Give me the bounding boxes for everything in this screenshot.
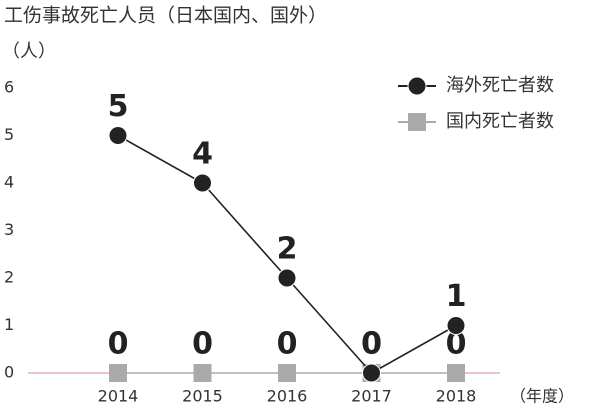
point: [362, 363, 381, 383]
y-tick-label: 4: [4, 173, 14, 192]
y-tick-label: 2: [4, 268, 14, 287]
data-label: 0: [446, 327, 467, 362]
x-tick-label: 2014: [98, 387, 139, 406]
data-label: 5: [108, 89, 129, 124]
legend-label: 国内死亡者数: [446, 111, 554, 132]
x-axis-label: （年度）: [510, 387, 574, 406]
data-label: 4: [192, 137, 213, 172]
data-label: 0: [361, 327, 382, 362]
y-tick-label: 0: [4, 363, 14, 382]
data-label: 1: [446, 279, 467, 314]
legend-marker: [408, 113, 426, 131]
chart-title: 工伤事故死亡人员（日本国内、国外）: [4, 5, 327, 27]
point: [193, 173, 212, 193]
data-label: 0: [108, 327, 129, 362]
data-label: 2: [277, 232, 298, 267]
y-axis-label: （人）: [2, 41, 56, 62]
point: [446, 316, 466, 335]
x-tick-label: 2017: [351, 387, 392, 406]
point: [193, 364, 212, 382]
point: [447, 364, 465, 382]
legend-label: 海外死亡者数: [446, 75, 554, 96]
y-tick-label: 3: [4, 220, 14, 239]
x-tick-label: 2018: [436, 387, 477, 406]
point: [278, 364, 296, 382]
point: [277, 268, 297, 288]
y-tick-label: 5: [4, 125, 14, 144]
y-tick-label: 6: [4, 78, 14, 97]
x-tick-label: 2016: [267, 387, 308, 406]
x-tick-label: 2015: [182, 387, 223, 406]
legend-marker: [407, 76, 427, 96]
y-tick-label: 1: [4, 315, 14, 334]
data-label: 0: [277, 327, 298, 362]
point: [108, 126, 128, 145]
data-label: 0: [361, 327, 382, 362]
point: [109, 364, 127, 382]
data-label: 0: [192, 327, 213, 362]
